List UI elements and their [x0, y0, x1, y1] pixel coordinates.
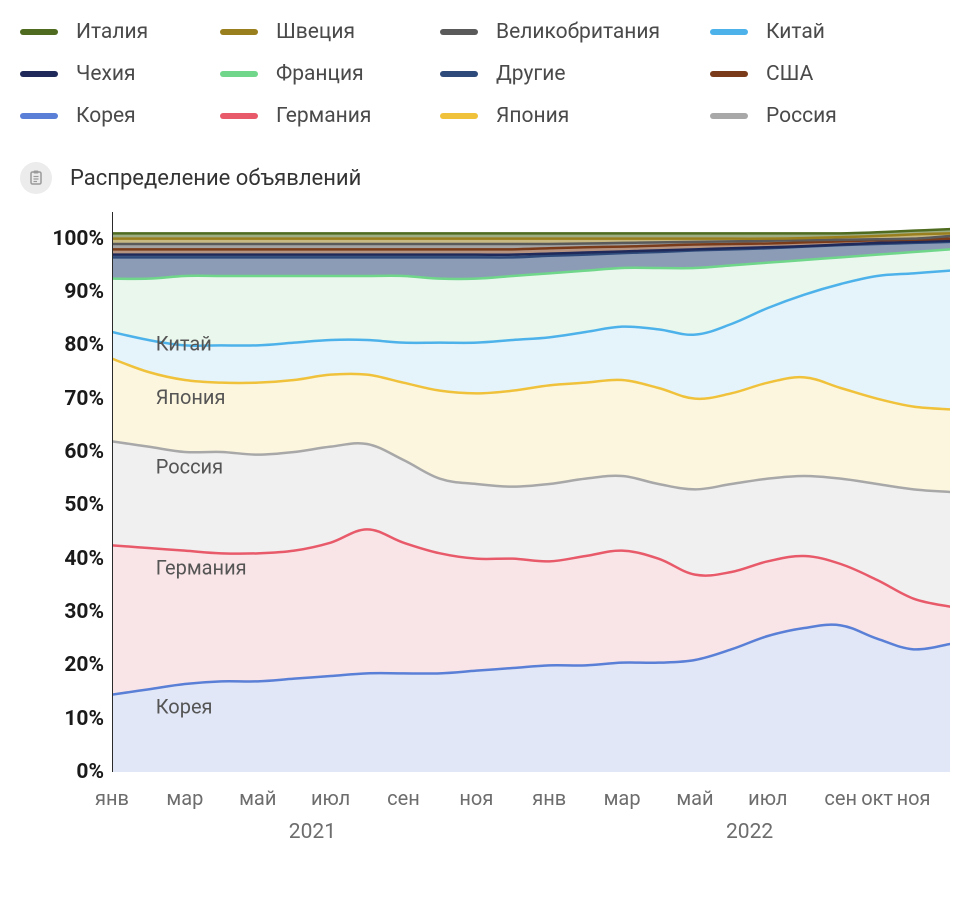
legend-item[interactable]: Другие [440, 62, 710, 86]
y-tick: 30% [64, 600, 104, 624]
legend-swatch [20, 29, 58, 35]
legend-item[interactable]: Германия [220, 104, 440, 128]
legend-label: Швеция [276, 20, 355, 44]
y-axis: 0%10%20%30%40%50%60%70%80%90%100% [20, 212, 112, 772]
x-tick: янв [532, 786, 566, 810]
stacked-area-chart: 0% 10% 20% 30% 40% 50% 60% 70% 80% 90% 100% Китай Я… [20, 212, 950, 862]
x-tick: сен [387, 786, 420, 810]
legend-item[interactable]: Корея [20, 104, 220, 128]
y-tick: 20% [64, 653, 104, 677]
legend-swatch [220, 71, 258, 77]
legend-item[interactable]: Италия [20, 20, 220, 44]
legend-swatch [440, 71, 478, 77]
legend-label: Чехия [76, 62, 136, 86]
chart-inline-label: Россия [156, 454, 223, 478]
legend-item[interactable]: Швеция [220, 20, 440, 44]
legend-label: Германия [276, 104, 371, 128]
y-tick: 60% [64, 440, 104, 464]
legend-label: США [766, 62, 813, 86]
chart-inline-label: Китай [156, 332, 212, 356]
chart-inline-label: Япония [156, 385, 226, 409]
legend-item[interactable]: США [710, 62, 890, 86]
x-tick: мар [166, 786, 203, 810]
y-tick: 80% [64, 333, 104, 357]
x-tick: май [676, 786, 713, 810]
legend-label: Китай [766, 20, 825, 44]
legend-item[interactable]: Франция [220, 62, 440, 86]
y-tick: 90% [64, 280, 104, 304]
legend-item[interactable]: Япония [440, 104, 710, 128]
chart-legend: Италия Швеция Великобритания Китай Чехия Фран… [20, 20, 958, 156]
x-tick: янв [95, 786, 129, 810]
x-year: 2022 [726, 820, 773, 844]
legend-item[interactable]: Россия [710, 104, 890, 128]
chart-plot: Китай Япония Россия Германия Корея [112, 212, 950, 772]
legend-label: Корея [76, 104, 136, 128]
legend-label: Япония [496, 104, 569, 128]
legend-label: Франция [276, 62, 364, 86]
legend-swatch [440, 113, 478, 119]
legend-swatch [20, 71, 58, 77]
y-tick: 0% [76, 760, 104, 784]
y-tick: 50% [64, 493, 104, 517]
legend-label: Италия [76, 20, 148, 44]
legend-label: Другие [496, 62, 565, 86]
legend-swatch [220, 29, 258, 35]
y-tick: 40% [64, 547, 104, 571]
x-tick: сен [824, 786, 857, 810]
legend-item[interactable]: Чехия [20, 62, 220, 86]
chart-inline-label: Германия [156, 556, 247, 580]
legend-swatch [710, 29, 748, 35]
x-tick: ноя [897, 786, 931, 810]
legend-item[interactable]: Великобритания [440, 20, 710, 44]
legend-swatch [710, 113, 748, 119]
legend-item[interactable]: Китай [710, 20, 890, 44]
x-tick: окт [861, 786, 893, 810]
x-tick: июл [311, 786, 350, 810]
x-tick: ноя [459, 786, 493, 810]
legend-label: Россия [766, 104, 837, 128]
legend-swatch [220, 113, 258, 119]
y-tick: 100% [52, 227, 104, 251]
x-tick: май [239, 786, 276, 810]
x-year: 2021 [289, 820, 336, 844]
chart-inline-label: Корея [156, 694, 213, 718]
section-header: Распределение объявлений [20, 162, 958, 194]
legend-swatch [710, 71, 748, 77]
x-tick: мар [604, 786, 641, 810]
clipboard-icon [20, 162, 52, 194]
legend-swatch [440, 29, 478, 35]
y-tick: 70% [64, 387, 104, 411]
section-title: Распределение объявлений [70, 166, 361, 191]
legend-swatch [20, 113, 58, 119]
y-tick: 10% [64, 707, 104, 731]
x-tick: июл [748, 786, 787, 810]
legend-label: Великобритания [496, 20, 660, 44]
